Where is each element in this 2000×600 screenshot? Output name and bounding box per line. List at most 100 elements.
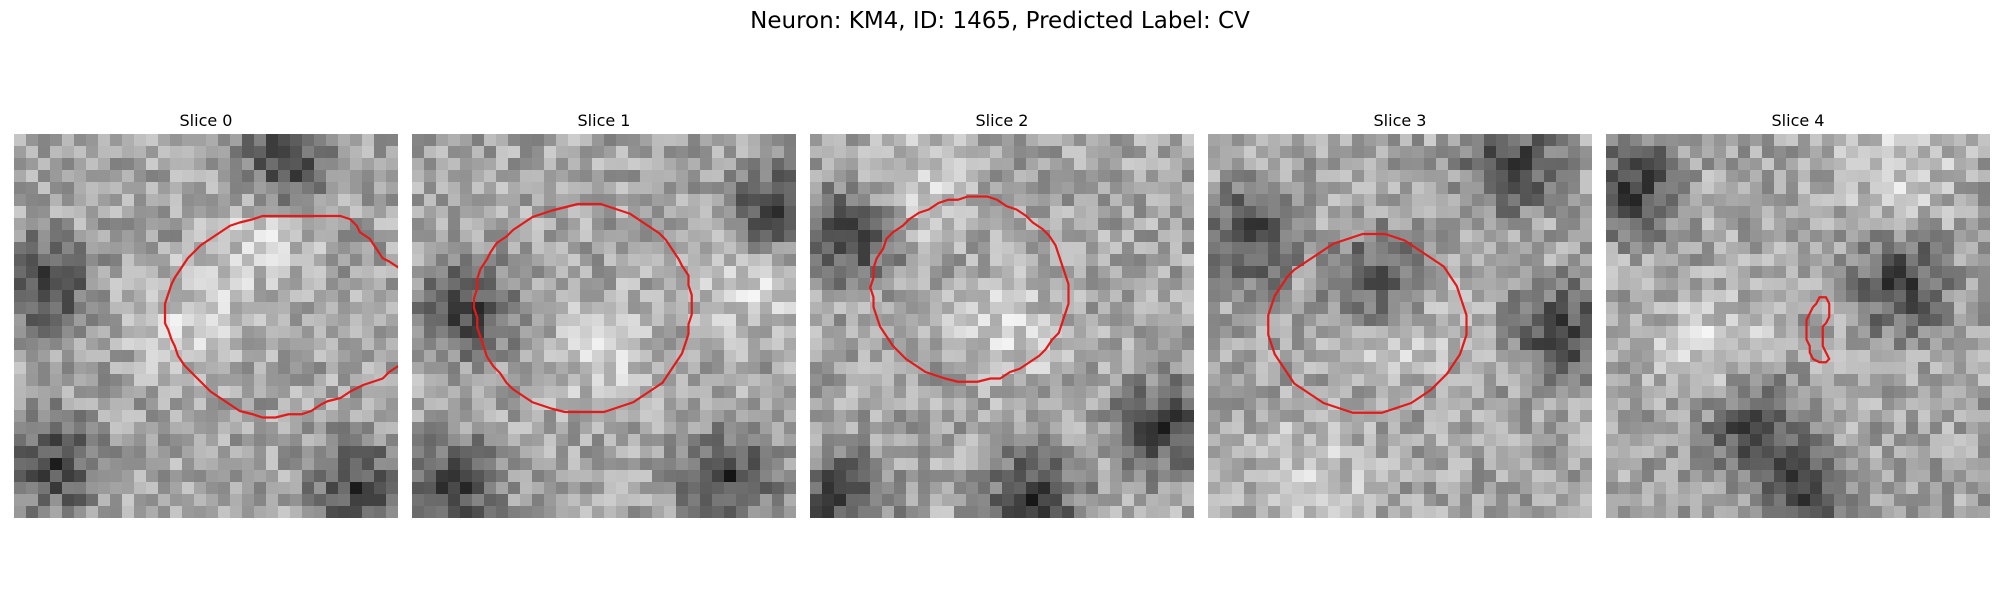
pixel bbox=[772, 242, 784, 254]
pixel bbox=[460, 422, 472, 434]
pixel bbox=[966, 278, 978, 290]
pixel bbox=[74, 470, 86, 482]
pixel bbox=[858, 218, 870, 230]
pixel bbox=[242, 326, 254, 338]
pixel bbox=[1556, 350, 1568, 362]
pixel bbox=[484, 218, 496, 230]
pixel bbox=[1268, 398, 1280, 410]
pixel bbox=[1520, 410, 1532, 422]
pixel bbox=[810, 434, 822, 446]
pixel bbox=[460, 506, 472, 518]
pixel bbox=[532, 146, 544, 158]
pixel bbox=[858, 410, 870, 422]
pixel bbox=[38, 254, 50, 266]
pixel bbox=[448, 434, 460, 446]
pixel bbox=[1484, 314, 1496, 326]
pixel bbox=[906, 182, 918, 194]
pixel bbox=[338, 230, 350, 242]
pixel bbox=[1062, 410, 1074, 422]
pixel bbox=[1256, 326, 1268, 338]
pixel bbox=[1858, 230, 1870, 242]
pixel bbox=[1508, 362, 1520, 374]
pixel bbox=[338, 446, 350, 458]
pixel bbox=[338, 146, 350, 158]
pixel bbox=[1642, 290, 1654, 302]
pixel bbox=[1158, 146, 1170, 158]
pixel bbox=[1014, 146, 1026, 158]
pixel bbox=[26, 482, 38, 494]
pixel bbox=[1448, 482, 1460, 494]
pixel bbox=[664, 506, 676, 518]
pixel bbox=[1798, 206, 1810, 218]
pixel bbox=[784, 302, 796, 314]
pixel bbox=[242, 422, 254, 434]
pixel bbox=[1256, 134, 1268, 146]
pixel bbox=[1448, 506, 1460, 518]
pixel bbox=[14, 206, 26, 218]
pixel bbox=[1002, 170, 1014, 182]
pixel bbox=[966, 158, 978, 170]
pixel bbox=[98, 242, 110, 254]
pixel bbox=[784, 194, 796, 206]
pixel bbox=[326, 182, 338, 194]
pixel bbox=[1484, 350, 1496, 362]
pixel bbox=[712, 446, 724, 458]
pixel bbox=[748, 206, 760, 218]
pixel bbox=[1388, 278, 1400, 290]
pixel bbox=[1532, 146, 1544, 158]
pixel bbox=[1978, 290, 1990, 302]
pixel bbox=[1472, 254, 1484, 266]
pixel bbox=[1520, 290, 1532, 302]
pixel bbox=[1364, 242, 1376, 254]
pixel bbox=[182, 458, 194, 470]
pixel bbox=[1038, 398, 1050, 410]
pixel bbox=[1870, 398, 1882, 410]
pixel bbox=[194, 182, 206, 194]
pixel bbox=[760, 326, 772, 338]
pixel bbox=[942, 254, 954, 266]
pixel bbox=[290, 362, 302, 374]
pixel bbox=[1642, 242, 1654, 254]
pixel bbox=[882, 194, 894, 206]
pixel bbox=[1002, 266, 1014, 278]
pixel bbox=[1232, 446, 1244, 458]
pixel bbox=[1568, 290, 1580, 302]
pixel bbox=[386, 194, 398, 206]
pixel bbox=[966, 398, 978, 410]
pixel bbox=[1014, 374, 1026, 386]
pixel bbox=[1508, 230, 1520, 242]
pixel bbox=[278, 386, 290, 398]
pixel bbox=[14, 146, 26, 158]
pixel bbox=[894, 182, 906, 194]
pixel bbox=[146, 170, 158, 182]
pixel bbox=[448, 134, 460, 146]
pixel bbox=[1906, 350, 1918, 362]
pixel bbox=[1232, 494, 1244, 506]
pixel bbox=[38, 230, 50, 242]
pixel bbox=[496, 158, 508, 170]
pixel bbox=[14, 386, 26, 398]
pixel bbox=[568, 182, 580, 194]
pixel bbox=[1556, 338, 1568, 350]
pixel bbox=[242, 398, 254, 410]
pixel bbox=[1954, 278, 1966, 290]
pixel bbox=[326, 194, 338, 206]
pixel bbox=[736, 326, 748, 338]
pixel bbox=[1400, 470, 1412, 482]
pixel bbox=[1918, 254, 1930, 266]
pixel bbox=[1002, 458, 1014, 470]
pixel bbox=[1134, 350, 1146, 362]
pixel bbox=[1014, 446, 1026, 458]
pixel bbox=[170, 206, 182, 218]
pixel bbox=[170, 302, 182, 314]
pixel bbox=[1894, 170, 1906, 182]
pixel bbox=[1544, 146, 1556, 158]
pixel bbox=[1726, 290, 1738, 302]
pixel bbox=[1906, 302, 1918, 314]
pixel bbox=[1134, 278, 1146, 290]
pixel bbox=[386, 422, 398, 434]
pixel bbox=[568, 194, 580, 206]
pixel bbox=[1532, 470, 1544, 482]
pixel bbox=[86, 278, 98, 290]
pixel bbox=[1472, 470, 1484, 482]
